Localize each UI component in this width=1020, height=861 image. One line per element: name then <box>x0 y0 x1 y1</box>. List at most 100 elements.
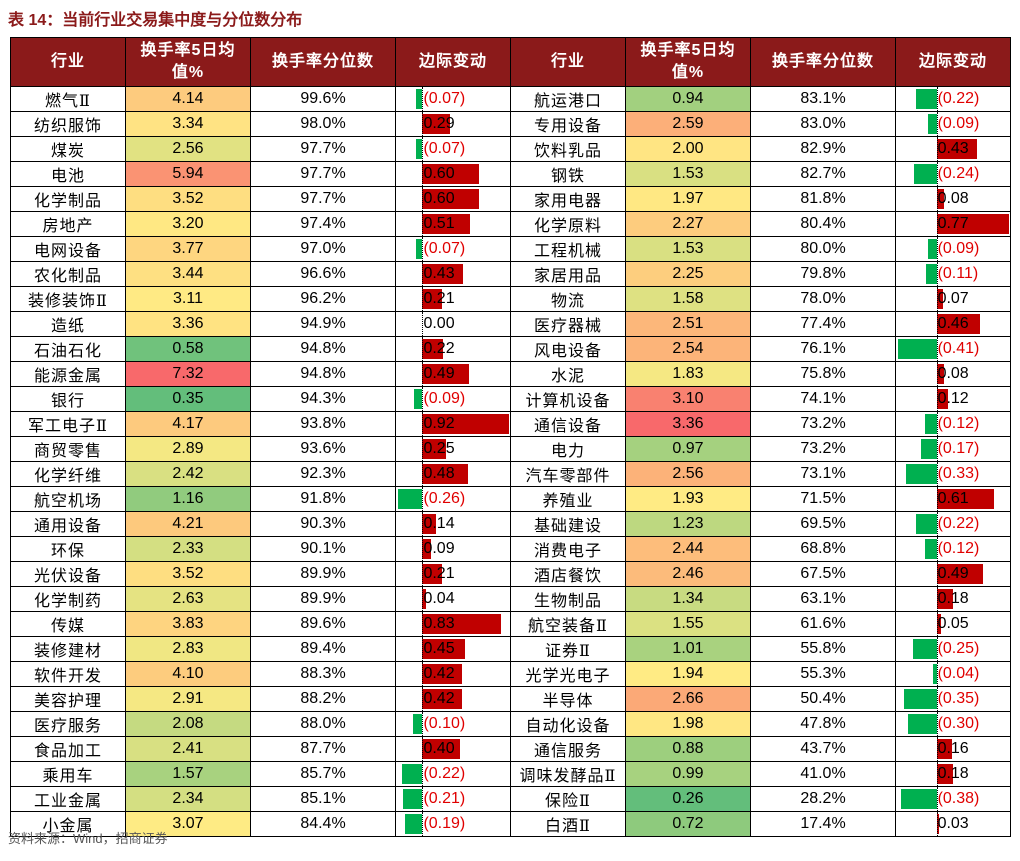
percentile-cell: 97.7% <box>250 136 396 162</box>
percentile-cell: 84.4% <box>250 811 396 837</box>
table-row: 食品加工 2.41 87.7% 0.40 通信服务 0.88 43.7% 0.16 <box>10 736 1011 762</box>
change-bar <box>936 564 983 584</box>
change-cell: 0.40 <box>395 736 511 762</box>
industry-cell: 基础建设 <box>510 511 626 537</box>
change-bar <box>422 589 427 609</box>
turnover-cell: 2.54 <box>625 336 751 362</box>
change-cell: 0.43 <box>895 136 1011 162</box>
turnover-cell: 2.41 <box>125 736 251 762</box>
change-cell: 0.60 <box>395 161 511 187</box>
bar-axis <box>422 687 424 711</box>
percentile-cell: 88.2% <box>250 686 396 712</box>
table-row: 军工电子Ⅱ 4.17 93.8% 0.92 通信设备 3.36 73.2% (0.12) <box>10 411 1011 437</box>
turnover-cell: 1.58 <box>625 286 751 312</box>
industry-cell: 煤炭 <box>10 136 126 162</box>
change-label: (0.26) <box>423 490 466 507</box>
bar-axis <box>422 787 424 811</box>
industry-cell: 食品加工 <box>10 736 126 762</box>
percentile-cell: 17.4% <box>750 811 896 837</box>
industry-cell: 商贸零售 <box>10 436 126 462</box>
industry-cell: 化学原料 <box>510 211 626 237</box>
table-row: 电池 5.94 97.7% 0.60 钢铁 1.53 82.7% (0.24) <box>10 161 1011 187</box>
bar-axis <box>422 437 424 461</box>
change-label: (0.22) <box>937 515 980 532</box>
percentile-cell: 68.8% <box>750 536 896 562</box>
percentile-cell: 96.2% <box>250 286 396 312</box>
change-cell: 0.46 <box>895 311 1011 337</box>
change-label: 0.18 <box>937 590 969 607</box>
industry-cell: 化学纤维 <box>10 461 126 487</box>
change-cell: 0.25 <box>395 436 511 462</box>
change-cell: (0.24) <box>895 161 1011 187</box>
industry-cell: 物流 <box>510 286 626 312</box>
turnover-cell: 2.56 <box>125 136 251 162</box>
table-body: 燃气Ⅱ 4.14 99.6% (0.07) 航运港口 0.94 83.1% (0.22) 纺织服… <box>10 86 1011 837</box>
percentile-cell: 75.8% <box>750 361 896 387</box>
turnover-cell: 3.07 <box>125 811 251 837</box>
bar-axis <box>422 112 424 136</box>
change-cell: 0.43 <box>395 261 511 287</box>
change-label: 0.49 <box>423 365 455 382</box>
percentile-cell: 89.9% <box>250 561 396 587</box>
change-cell: (0.22) <box>895 511 1011 537</box>
change-cell: (0.19) <box>395 811 511 837</box>
column-header: 换手率分位数 <box>750 37 896 87</box>
bar-axis <box>936 162 938 186</box>
bar-axis <box>422 512 424 536</box>
industry-cell: 水泥 <box>510 361 626 387</box>
turnover-cell: 3.52 <box>125 186 251 212</box>
change-label: 0.14 <box>423 515 455 532</box>
percentile-cell: 94.8% <box>250 336 396 362</box>
change-label: 0.08 <box>937 190 969 207</box>
industry-cell: 电池 <box>10 161 126 187</box>
change-cell: (0.09) <box>895 111 1011 137</box>
change-cell: 0.18 <box>895 761 1011 787</box>
percentile-cell: 76.1% <box>750 336 896 362</box>
turnover-cell: 1.93 <box>625 486 751 512</box>
industry-cell: 乘用车 <box>10 761 126 787</box>
change-label: (0.11) <box>937 265 979 282</box>
table-row: 农化制品 3.44 96.6% 0.43 家居用品 2.25 79.8% (0.11) <box>10 261 1011 287</box>
change-bar <box>898 339 937 359</box>
turnover-cell: 3.36 <box>625 411 751 437</box>
change-label: (0.04) <box>937 665 980 682</box>
bar-axis <box>936 537 938 561</box>
percentile-cell: 69.5% <box>750 511 896 537</box>
percentile-cell: 55.3% <box>750 661 896 687</box>
change-bar <box>422 364 469 384</box>
percentile-cell: 61.6% <box>750 611 896 637</box>
change-label: (0.38) <box>937 790 980 807</box>
table-row: 燃气Ⅱ 4.14 99.6% (0.07) 航运港口 0.94 83.1% (0.22) <box>10 86 1011 112</box>
percentile-cell: 50.4% <box>750 686 896 712</box>
change-label: 0.77 <box>937 215 969 232</box>
change-label: (0.25) <box>937 640 980 657</box>
table-row: 化学制药 2.63 89.9% 0.04 生物制品 1.34 63.1% 0.18 <box>10 586 1011 612</box>
industry-cell: 环保 <box>10 536 126 562</box>
change-cell: 0.08 <box>895 361 1011 387</box>
turnover-cell: 2.56 <box>625 461 751 487</box>
change-bar <box>422 189 479 209</box>
change-label: (0.09) <box>423 390 466 407</box>
percentile-cell: 87.7% <box>250 736 396 762</box>
bar-axis <box>936 762 938 786</box>
turnover-cell: 3.20 <box>125 211 251 237</box>
change-cell: 0.22 <box>395 336 511 362</box>
percentile-cell: 93.6% <box>250 436 396 462</box>
bar-axis <box>936 137 938 161</box>
turnover-cell: 0.72 <box>625 811 751 837</box>
turnover-cell: 1.53 <box>625 236 751 262</box>
percentile-cell: 82.9% <box>750 136 896 162</box>
change-cell: 0.77 <box>895 211 1011 237</box>
bar-axis <box>422 412 424 436</box>
table-row: 光伏设备 3.52 89.9% 0.21 酒店餐饮 2.46 67.5% 0.49 <box>10 561 1011 587</box>
industry-cell: 消费电子 <box>510 536 626 562</box>
industry-cell: 装修建材 <box>10 636 126 662</box>
change-bar <box>422 689 462 709</box>
change-label: 0.60 <box>423 165 455 182</box>
industry-cell: 光学光电子 <box>510 661 626 687</box>
change-bar <box>936 764 954 784</box>
industry-cell: 纺织服饰 <box>10 111 126 137</box>
change-label: 0.48 <box>423 465 455 482</box>
industry-cell: 软件开发 <box>10 661 126 687</box>
change-label: (0.09) <box>937 240 980 257</box>
